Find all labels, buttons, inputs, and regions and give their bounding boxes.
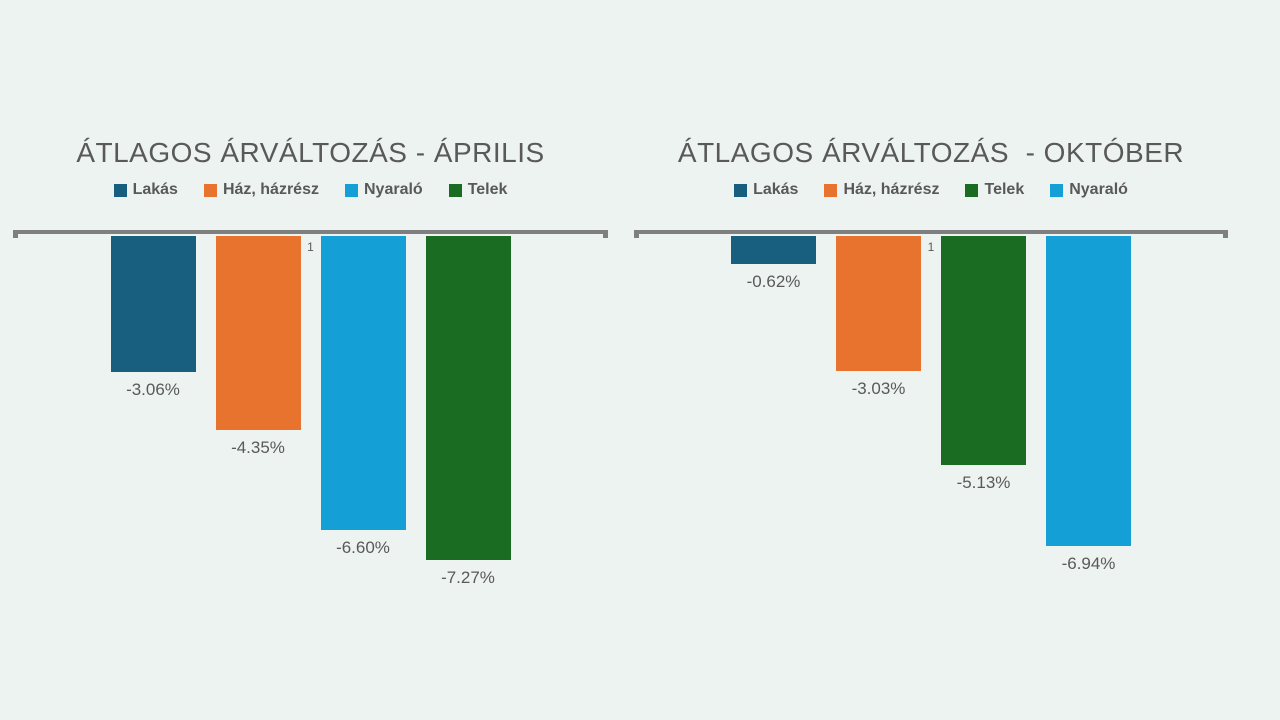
chart-title: ÁTLAGOS ÁRVÁLTOZÁS - OKTÓBER (677, 137, 1185, 168)
x-axis-line (634, 230, 1228, 238)
legend-label: Lakás (753, 181, 799, 198)
legend-swatch-nyaralo (344, 183, 358, 197)
legend-label: Nyaraló (1069, 181, 1128, 198)
bar-column-haz-hazresz: -4.35% (215, 236, 301, 588)
legend-item-telek: Telek (965, 181, 1024, 199)
bar-column-haz-hazresz: -3.03% (836, 236, 921, 574)
bar-value-label: -4.35% (231, 438, 285, 457)
legend-item-haz-hazresz: Ház, házrész (203, 181, 319, 199)
plot-area: 1 -0.62% -3.03% -5.13% -6.94% (634, 230, 1228, 574)
legend-swatch-lakas (734, 183, 748, 197)
bar-value-label: -6.60% (336, 538, 390, 557)
x-axis-line (13, 230, 608, 238)
legend-swatch-telek (965, 183, 979, 197)
legend-item-lakas: Lakás (734, 181, 798, 199)
bar-column-nyaralo: -6.60% (320, 236, 406, 588)
axis-tick-left (13, 234, 18, 238)
axis-tick-right (603, 234, 608, 238)
bar-haz-hazresz (836, 236, 921, 371)
legend-item-nyaralo: Nyaraló (344, 181, 423, 199)
bar-lakas (731, 236, 816, 264)
axis-tick-right (1223, 234, 1228, 238)
legend-swatch-lakas (113, 183, 127, 197)
bar-haz-hazresz (215, 236, 301, 430)
legend-label: Ház, házrész (222, 181, 319, 198)
chart-legend: Lakás Ház, házrész Telek Nyaraló (634, 181, 1228, 199)
axis-tick-left (634, 234, 639, 238)
bar-column-lakas: -3.06% (110, 236, 196, 588)
bar-telek (941, 236, 1026, 465)
chart-april: ÁTLAGOS ÁRVÁLTOZÁS - ÁPRILIS Lakás Ház, h… (13, 0, 608, 720)
legend-swatch-haz-hazresz (824, 183, 838, 197)
category-axis-label: 1 (927, 240, 935, 254)
bar-value-label: -6.94% (1061, 554, 1116, 573)
bar-column-telek: -7.27% (425, 236, 511, 588)
legend-label: Telek (467, 181, 508, 198)
chart-title: ÁTLAGOS ÁRVÁLTOZÁS - ÁPRILIS (76, 137, 545, 168)
bar-column-telek: -5.13% (941, 236, 1026, 574)
legend-label: Telek (984, 181, 1025, 198)
chart-october: ÁTLAGOS ÁRVÁLTOZÁS - OKTÓBER Lakás Ház, h… (634, 0, 1228, 720)
bar-nyaralo (320, 236, 406, 530)
bar-column-lakas: -0.62% (731, 236, 816, 574)
category-axis-label: 1 (307, 240, 314, 254)
chart-legend: Lakás Ház, házrész Nyaraló Telek (13, 181, 608, 199)
legend-label: Lakás (132, 181, 178, 198)
bars-container: -3.06% -4.35% -6.60% -7.27% (13, 236, 608, 588)
legend-item-telek: Telek (448, 181, 508, 199)
legend-label: Nyaraló (363, 181, 423, 198)
bar-value-label: -5.13% (956, 473, 1011, 492)
bar-telek (425, 236, 511, 560)
plot-area: 1 -3.06% -4.35% -6.60% -7.27% (13, 230, 608, 588)
legend-item-haz-hazresz: Ház, házrész (824, 181, 939, 199)
legend-swatch-telek (448, 183, 462, 197)
bars-container: -0.62% -3.03% -5.13% -6.94% (634, 236, 1228, 574)
bar-lakas (110, 236, 196, 372)
bar-value-label: -3.06% (126, 380, 180, 399)
bar-value-label: -0.62% (746, 272, 801, 291)
legend-swatch-nyaralo (1050, 183, 1064, 197)
bar-value-label: -3.03% (851, 379, 906, 398)
bar-column-nyaralo: -6.94% (1046, 236, 1131, 574)
legend-item-lakas: Lakás (113, 181, 178, 199)
legend-swatch-haz-hazresz (203, 183, 217, 197)
bar-value-label: -7.27% (441, 568, 495, 587)
bar-nyaralo (1046, 236, 1131, 546)
legend-item-nyaralo: Nyaraló (1050, 181, 1128, 199)
legend-label: Ház, házrész (843, 181, 940, 198)
